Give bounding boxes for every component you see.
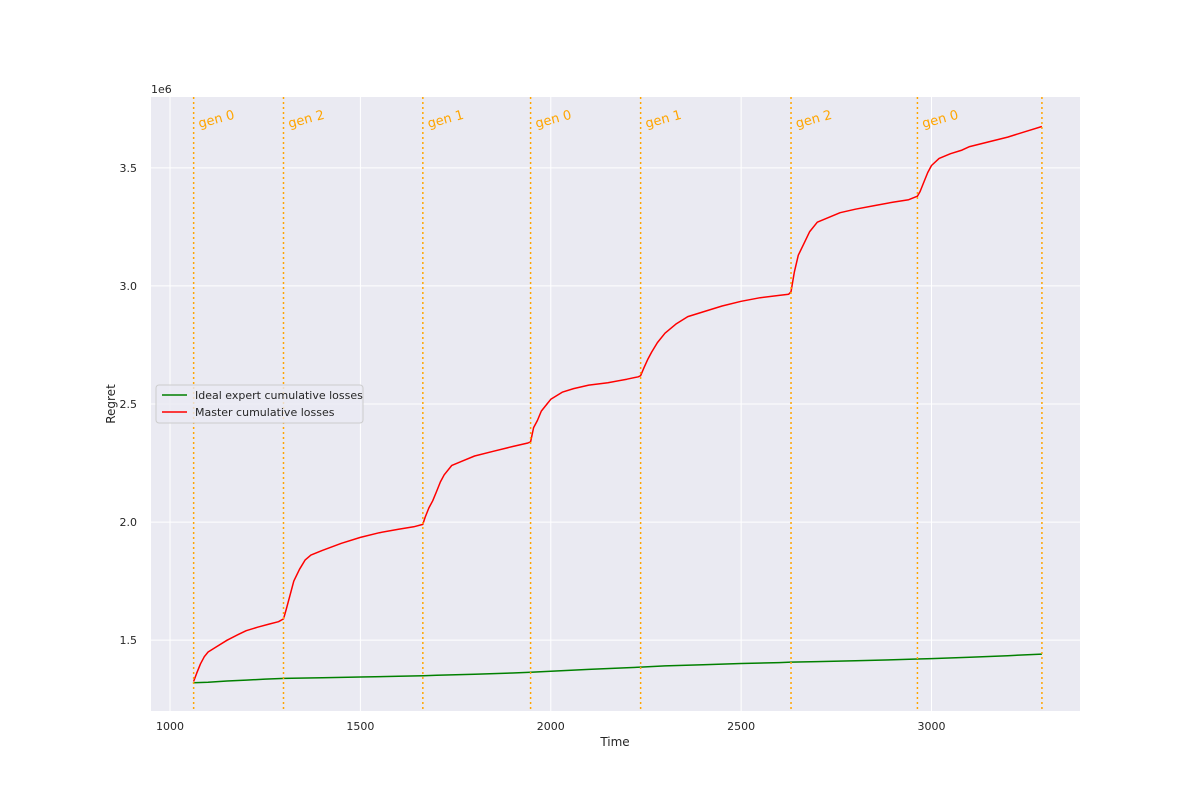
legend-entry-master: Master cumulative losses — [195, 406, 335, 419]
y-tick-label: 1.5 — [120, 634, 138, 647]
x-tick-label: 2000 — [537, 720, 565, 733]
legend: Ideal expert cumulative losses Master cu… — [155, 384, 364, 424]
x-tick-label: 1000 — [156, 720, 184, 733]
y-tick-label: 3.5 — [120, 162, 138, 175]
y-tick-label: 2.5 — [120, 398, 138, 411]
legend-entry-ideal: Ideal expert cumulative losses — [195, 389, 363, 402]
x-axis-label: Time — [599, 735, 629, 749]
y-tick-label: 2.0 — [120, 516, 138, 529]
series-line-master — [192, 125, 1043, 682]
generation-annotations: gen 0 gen 2 gen 1 gen 0 gen 1 gen 2 gen 0 — [197, 108, 960, 132]
generation-lines — [192, 97, 1043, 711]
x-tick-label: 2500 — [727, 720, 755, 733]
series-line-ideal-expert — [192, 653, 1042, 684]
x-tick-label: 1500 — [346, 720, 374, 733]
y-tick-label: 3.0 — [120, 280, 138, 293]
x-axis-ticks: 1000 1500 2000 2500 3000 — [156, 720, 945, 733]
y-axis-label: Regret — [104, 384, 118, 424]
y-axis-ticks: 1.5 2.0 2.5 3.0 3.5 — [120, 162, 138, 647]
x-tick-label: 3000 — [918, 720, 946, 733]
series-group — [192, 125, 1043, 684]
y-offset-label: 1e6 — [151, 83, 172, 96]
